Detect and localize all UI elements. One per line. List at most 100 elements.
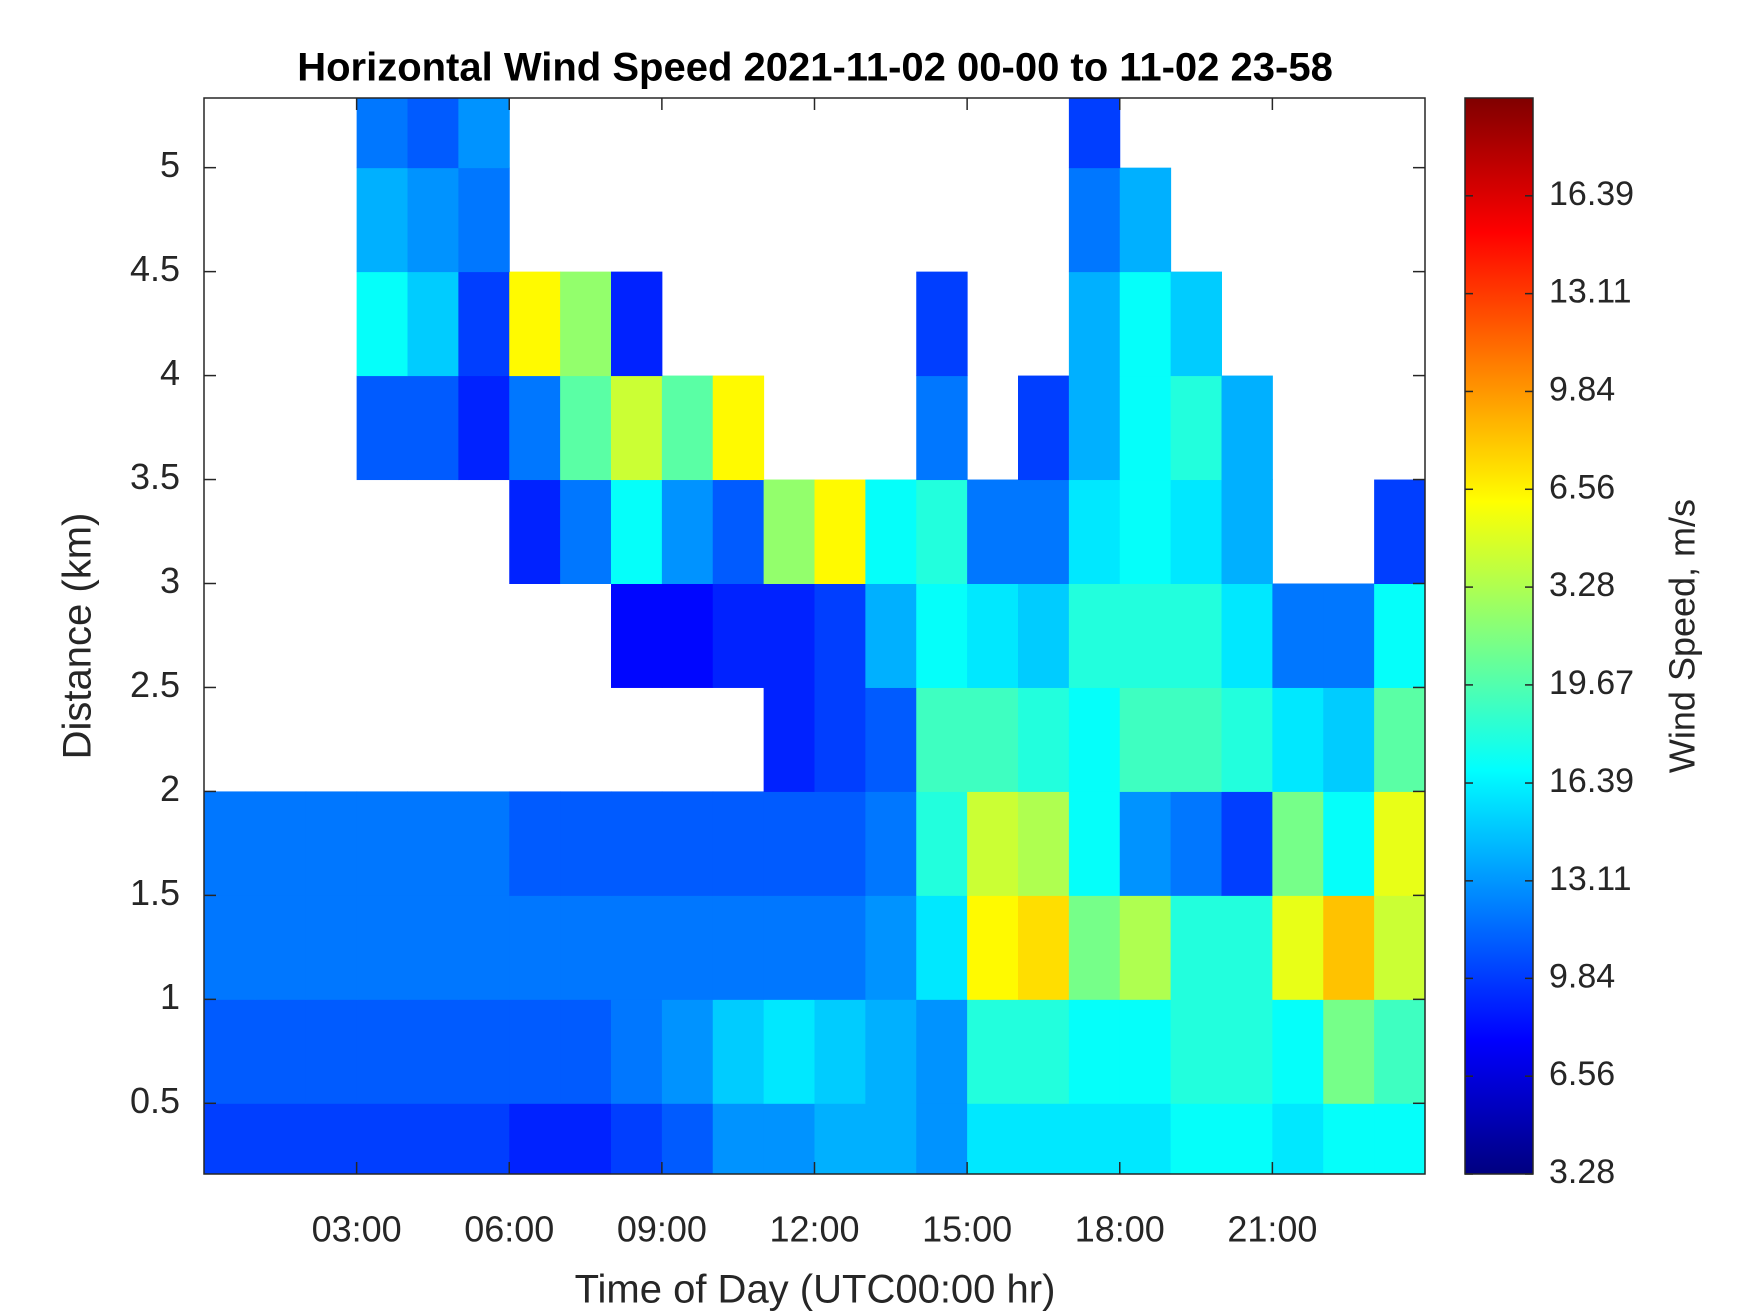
heatmap-cell <box>1068 98 1121 169</box>
heatmap-cell <box>1170 271 1222 377</box>
heatmap-cell <box>1221 895 1273 1000</box>
heatmap-cell <box>356 271 408 377</box>
heatmap-cell <box>865 791 917 896</box>
heatmap-cell <box>407 375 459 481</box>
heatmap-cell <box>1119 167 1172 273</box>
heatmap-cell <box>407 167 459 273</box>
heatmap-cell <box>1170 375 1222 481</box>
chart-title: Horizontal Wind Speed 2021-11-02 00-00 t… <box>297 46 1333 90</box>
y-tick-label: 0.5 <box>130 1080 180 1121</box>
y-tick-label: 1 <box>160 976 180 1017</box>
heatmap-cell <box>254 999 307 1104</box>
y-tick-label: 1.5 <box>130 872 180 913</box>
heatmap-cell <box>1068 895 1121 1000</box>
heatmap-cell <box>1018 999 1070 1104</box>
heatmap-cell <box>763 999 815 1104</box>
heatmap-cell <box>967 583 1019 688</box>
heatmap-cell <box>1170 479 1222 584</box>
colorbar-tick-label: 16.39 <box>1549 762 1634 800</box>
x-tick-label: 06:00 <box>464 1209 554 1250</box>
heatmap-cell <box>204 999 256 1104</box>
colorbar-tick-label: 9.84 <box>1549 957 1615 995</box>
heatmap-cell <box>1018 895 1070 1000</box>
y-axis-label: Distance (km) <box>56 513 100 760</box>
heatmap-cell <box>560 791 612 896</box>
heatmap-cell <box>1068 375 1121 481</box>
heatmap-cell <box>1018 1103 1070 1175</box>
heatmap-cell <box>814 1103 866 1175</box>
heatmap-cell <box>560 479 612 584</box>
heatmap-cell <box>458 1103 510 1175</box>
heatmap-cell <box>1068 687 1121 792</box>
heatmap-cell <box>763 895 815 1000</box>
heatmap-cell <box>661 1103 714 1175</box>
y-tick-label: 5 <box>160 144 180 185</box>
heatmap-cell <box>712 375 765 481</box>
heatmap-cell <box>712 895 765 1000</box>
x-tick-label: 09:00 <box>617 1209 707 1250</box>
heatmap-cell <box>916 1103 968 1175</box>
heatmap-cell <box>1119 687 1172 792</box>
heatmap-cell <box>814 999 866 1104</box>
colorbar-tick-label: 16.39 <box>1549 175 1634 213</box>
heatmap-cell <box>356 791 408 896</box>
heatmap-cell <box>661 895 714 1000</box>
heatmap-cell <box>1272 791 1324 896</box>
heatmap-cell <box>560 999 612 1104</box>
heatmap-cell <box>1221 687 1273 792</box>
heatmap-cell <box>611 479 663 584</box>
heatmap-cell <box>1374 479 1426 584</box>
y-tick-label: 3.5 <box>130 456 180 497</box>
heatmap-cell <box>763 791 815 896</box>
x-axis-label: Time of Day (UTC00:00 hr) <box>575 1268 1056 1312</box>
heatmap-cell <box>407 1103 459 1175</box>
heatmap-cell <box>560 895 612 1000</box>
heatmap-cell <box>356 999 408 1104</box>
heatmap-cell <box>1170 999 1222 1104</box>
heatmap-cell <box>1068 583 1121 688</box>
heatmap-cell <box>1119 791 1172 896</box>
heatmap-cell <box>1221 583 1273 688</box>
heatmap-cell <box>560 271 612 377</box>
heatmap-cell <box>1170 583 1222 688</box>
y-tick-label: 2 <box>160 768 180 809</box>
heatmap-cell <box>1323 999 1375 1104</box>
heatmap-cell <box>1119 895 1172 1000</box>
heatmap-cell <box>661 479 714 584</box>
heatmap-cell <box>407 98 459 169</box>
heatmap-cell <box>611 999 663 1104</box>
colorbar-tick-label: 6.56 <box>1549 468 1615 506</box>
x-tick-label: 12:00 <box>769 1209 859 1250</box>
heatmap-cell <box>763 687 815 792</box>
colorbar-tick-label: 13.11 <box>1549 860 1632 898</box>
heatmap-cell <box>814 791 866 896</box>
heatmap-cell <box>1272 895 1324 1000</box>
heatmap-cell <box>763 1103 815 1175</box>
heatmap-cell <box>1068 999 1121 1104</box>
heatmap-cell <box>916 583 968 688</box>
heatmap-cell <box>967 791 1019 896</box>
heatmap-cell <box>916 375 968 481</box>
heatmap-cell <box>661 999 714 1104</box>
heatmap-cell <box>1374 999 1426 1104</box>
heatmap-cell <box>458 167 510 273</box>
heatmap-cell <box>712 479 765 584</box>
heatmap-cell <box>865 479 917 584</box>
heatmap-cell <box>611 375 663 481</box>
colorbar-tick-label: 3.28 <box>1549 1153 1615 1191</box>
heatmap-cell <box>1119 271 1172 377</box>
heatmap-cell <box>1170 895 1222 1000</box>
colorbar-tick-label: 19.67 <box>1549 664 1634 702</box>
heatmap-cell <box>1323 583 1375 688</box>
x-tick-label: 18:00 <box>1075 1209 1165 1250</box>
heatmap-cell <box>814 895 866 1000</box>
heatmap-cell <box>305 791 358 896</box>
heatmap-cell <box>661 583 714 688</box>
heatmap-cell <box>611 791 663 896</box>
y-tick-label: 4.5 <box>130 248 180 289</box>
heatmap-cell <box>1221 1103 1273 1175</box>
heatmap-cell <box>204 791 256 896</box>
heatmap-cell <box>1272 1103 1324 1175</box>
heatmap-cell <box>305 999 358 1104</box>
